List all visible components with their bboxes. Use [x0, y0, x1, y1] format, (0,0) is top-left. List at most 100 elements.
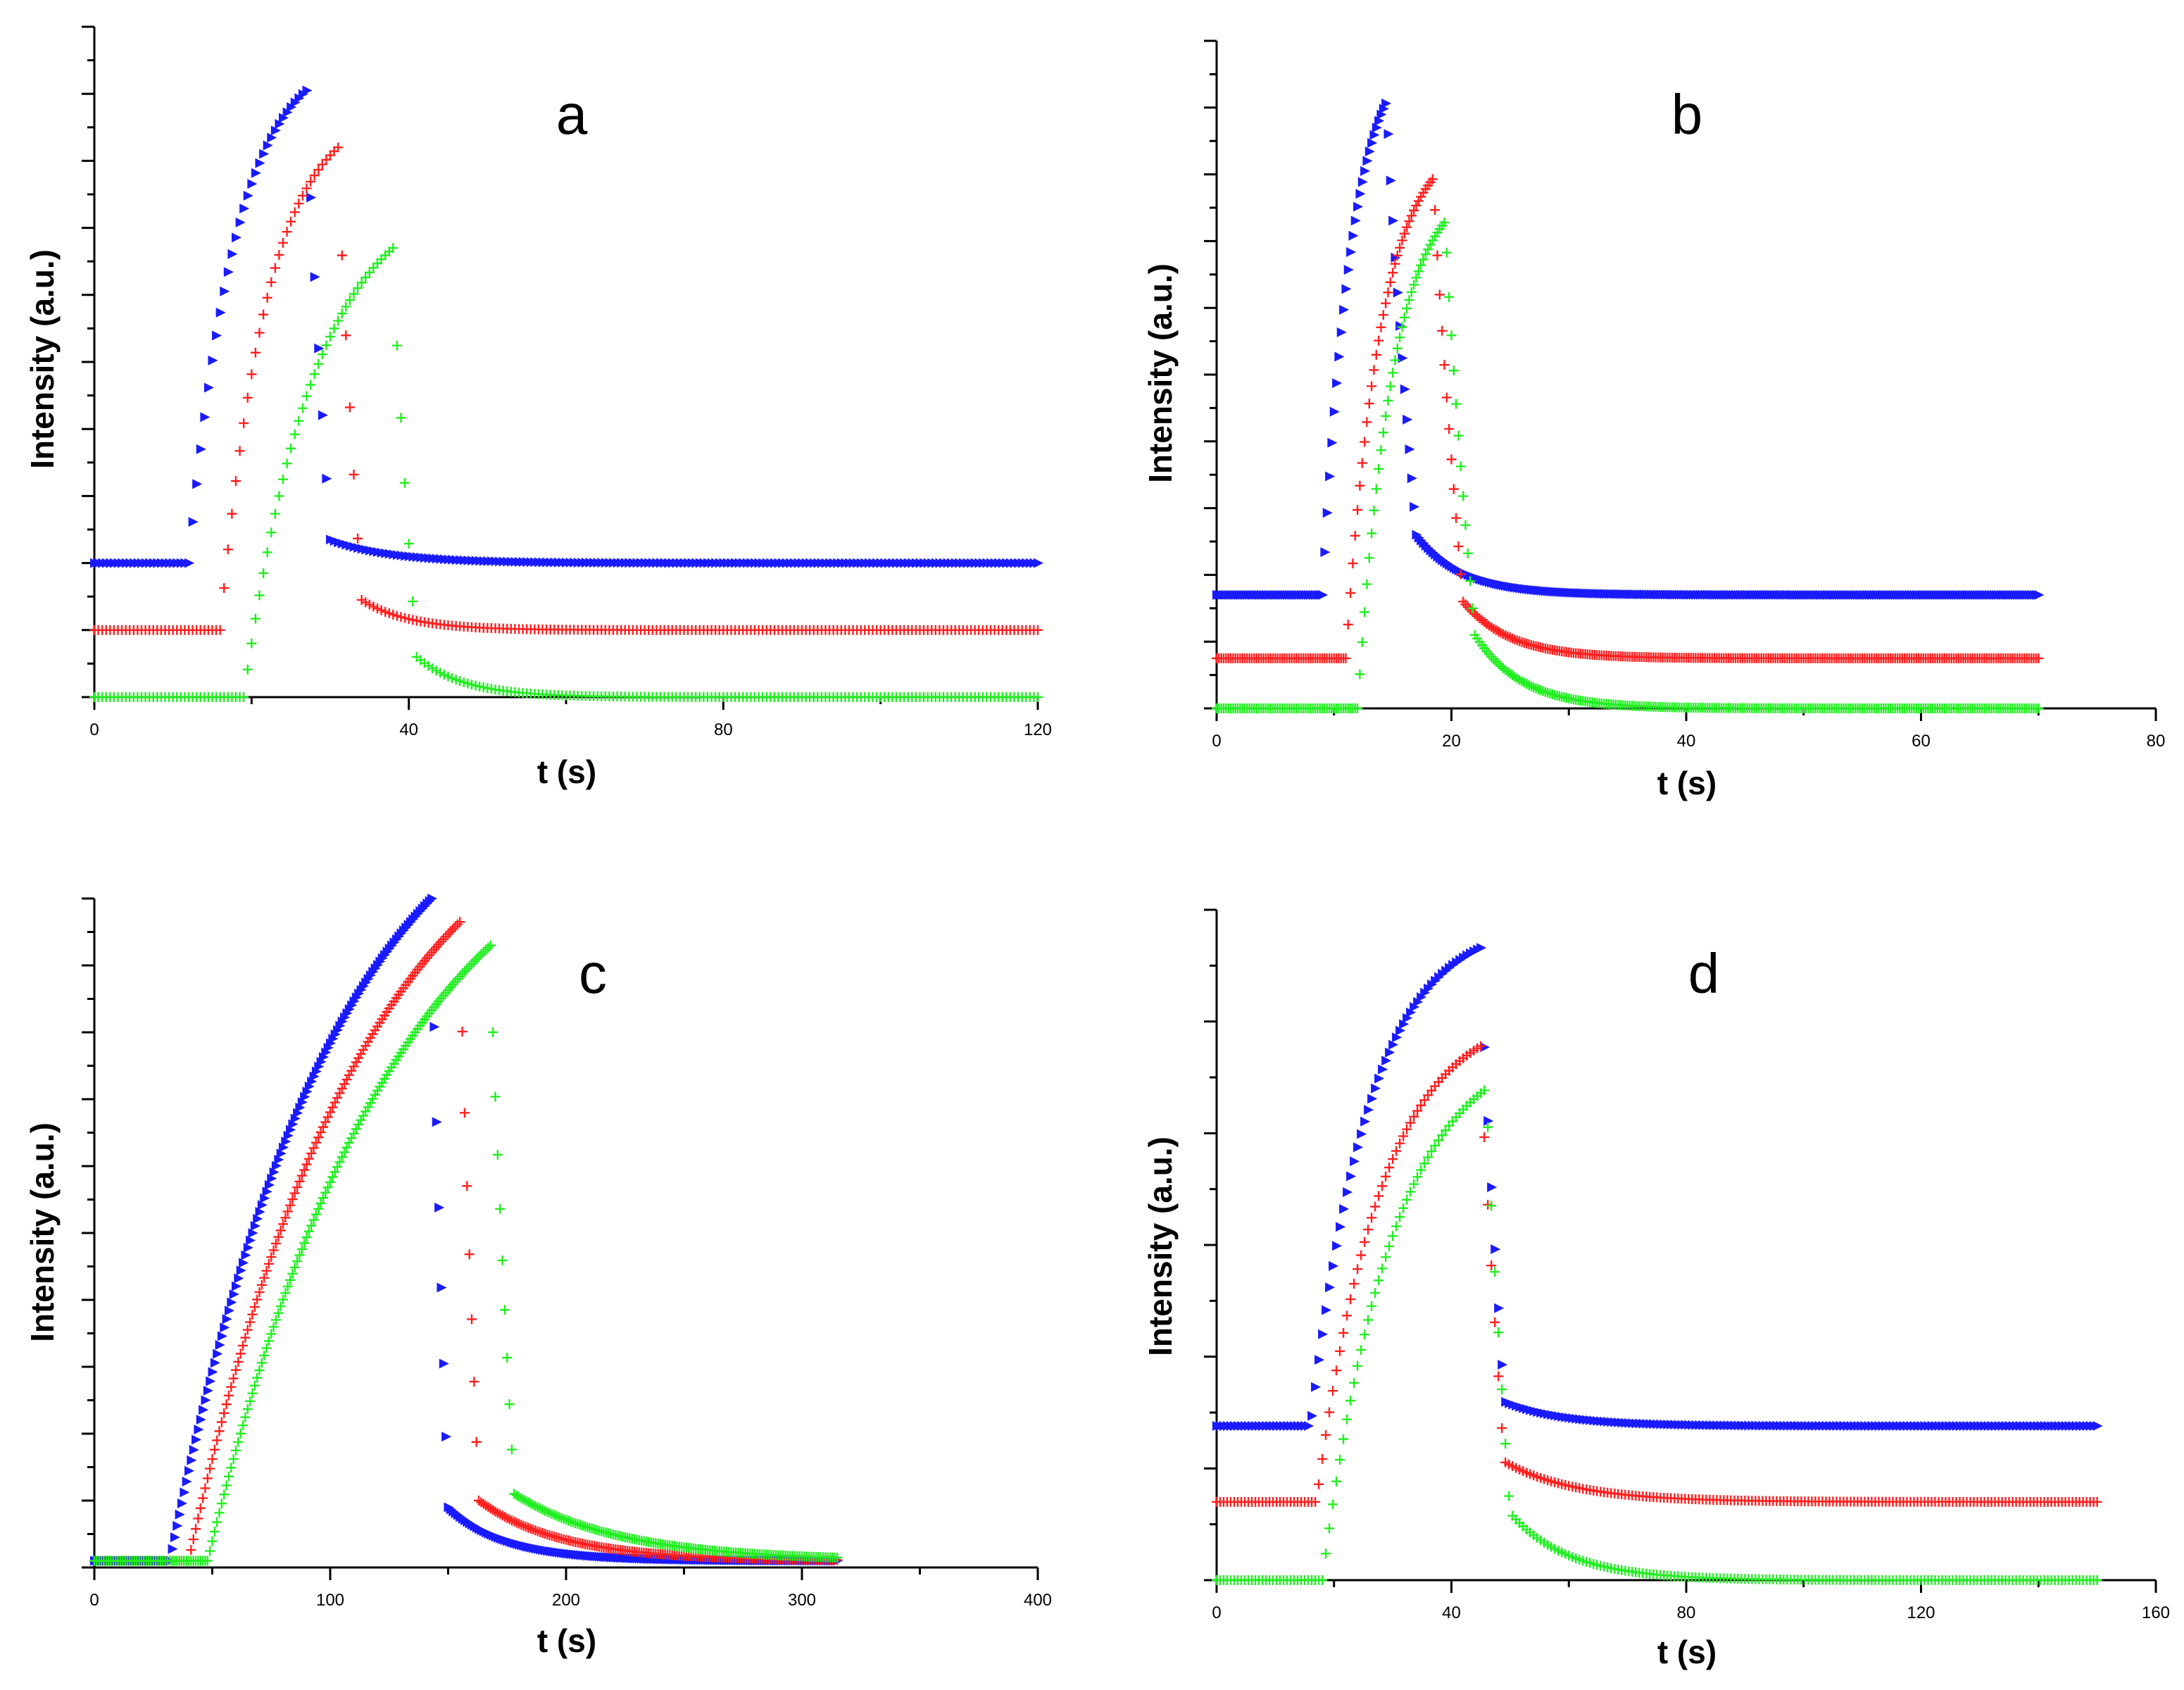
panel-c-series-red	[89, 917, 843, 1566]
panel-a-point-red	[231, 476, 241, 487]
panel-b-point-green	[1446, 330, 1457, 341]
panel-a-point-red	[306, 176, 316, 187]
panel-c-point-red	[221, 1399, 232, 1410]
panel-a-series-green	[89, 243, 1043, 702]
panel-b: b t (s) Intensity (a.u.) 0 20 40 60 80	[1142, 39, 2165, 801]
panel-d-point-blue	[1350, 1156, 1360, 1167]
panel-a-x-tick-label: 40	[399, 720, 418, 739]
panel-a-point-red	[246, 369, 257, 380]
panel-b-point-green	[1378, 427, 1388, 438]
panel-d-point-green	[1321, 1548, 1331, 1559]
panel-c-point-red	[238, 1340, 249, 1351]
panel-c-point-green	[278, 1294, 288, 1305]
panel-c-point-blue	[439, 1358, 449, 1369]
panel-a-point-blue	[314, 343, 325, 353]
panel-d-point-green	[1412, 1172, 1423, 1182]
panel-c-point-red	[294, 1176, 305, 1187]
panel-d-point-blue	[1410, 1002, 1420, 1013]
panel-a-letter: a	[556, 83, 588, 146]
panel-c-point-red	[327, 1102, 338, 1113]
panel-d-point-blue	[1307, 1410, 1318, 1421]
panel-d-point-blue	[1402, 1013, 1413, 1023]
panel-d-point-red	[1360, 1237, 1370, 1247]
panel-d-point-red	[1486, 1260, 1497, 1271]
panel-b-series-green	[1212, 218, 2044, 713]
panel-c-point-blue	[189, 1445, 199, 1456]
panel-d-point-red	[1310, 1496, 1321, 1507]
panel-d-point-blue	[1385, 1047, 1395, 1058]
panel-c-point-green	[202, 1556, 213, 1566]
panel-b-point-blue	[1398, 353, 1408, 363]
panel-c-point-red	[214, 1426, 225, 1436]
panel-b-point-red	[1390, 258, 1400, 269]
panel-a-data-points	[89, 85, 1043, 702]
panel-b-point-blue	[1395, 320, 1406, 331]
panel-d-point-blue	[1332, 1241, 1343, 1251]
panel-c-point-green	[532, 1502, 543, 1513]
panel-d-point-red	[1416, 1100, 1426, 1110]
panel-b-point-green	[1353, 703, 1363, 713]
panel-a-point-blue	[282, 107, 293, 118]
panel-b-point-blue	[1367, 137, 1378, 148]
panel-d-point-red	[1356, 1250, 1367, 1260]
panel-a-point-green	[396, 413, 406, 423]
panel-c-point-blue	[177, 1498, 187, 1508]
panel-b-point-green	[1367, 528, 1377, 539]
panel-d-point-red	[1384, 1163, 1395, 1173]
panel-b-point-red	[1495, 627, 1506, 638]
panel-a-point-green	[262, 547, 272, 558]
panel-c-point-green	[346, 1133, 357, 1144]
panel-a-point-red	[242, 392, 253, 403]
panel-b-point-green	[1521, 679, 1532, 689]
panel-c-point-green	[563, 1515, 574, 1526]
panel-c-point-green	[469, 956, 479, 967]
panel-d-point-green	[1405, 1187, 1416, 1197]
panel-d-point-red	[1395, 1138, 1405, 1148]
panel-c-point-red	[313, 1132, 324, 1143]
panel-a-point-red	[337, 250, 347, 261]
panel-d-point-red	[1405, 1118, 1416, 1128]
panel-c-point-green	[245, 1396, 256, 1406]
panel-a-x-axis-title: t (s)	[537, 753, 596, 790]
panel-c-point-blue	[208, 1367, 218, 1377]
panel-a-point-green	[294, 415, 304, 426]
panel-c-y-axis-title: Intensity (a.u.)	[24, 1122, 61, 1342]
panel-a-point-blue	[318, 410, 328, 420]
panel-b-point-green	[1371, 484, 1381, 494]
panel-d-point-green	[1349, 1377, 1360, 1388]
panel-c-point-red	[188, 1534, 199, 1545]
panel-d-point-blue	[1346, 1171, 1357, 1182]
panel-a-point-green	[286, 443, 296, 453]
panel-b-point-red	[1512, 635, 1522, 646]
panel-a-point-red	[258, 309, 269, 320]
panel-d-x-tick-label: 160	[2142, 1603, 2170, 1622]
panel-a-point-blue	[192, 479, 203, 489]
panel-a-point-green	[344, 295, 355, 306]
panel-a-point-red	[294, 199, 304, 209]
panel-b-point-green	[1388, 368, 1398, 378]
panel-a-point-red	[286, 216, 296, 227]
panel-b-point-green	[1465, 576, 1476, 587]
panel-c-series-blue	[90, 894, 843, 1566]
panel-a-point-red	[297, 190, 308, 201]
panel-d: d t (s) Intensity (a.u.) 0 40 80 120 160	[1142, 908, 2170, 1670]
panel-b-point-green	[1533, 684, 1543, 694]
panel-b-point-green	[1451, 399, 1462, 409]
panel-b-point-red	[1505, 632, 1515, 643]
panel-d-point-red	[1476, 1041, 1486, 1051]
panel-c-point-green	[556, 1513, 567, 1523]
panel-a-point-red	[219, 583, 230, 594]
panel-d-point-red	[1317, 1453, 1328, 1464]
panel-c-point-red	[254, 1287, 265, 1298]
panel-a-series-red	[89, 142, 1043, 635]
panel-c-point-red	[457, 1026, 467, 1037]
panel-b-point-blue	[1334, 351, 1345, 362]
panel-a-point-blue	[270, 125, 281, 136]
panel-c-point-green	[490, 1091, 501, 1102]
panel-c-point-green	[358, 1110, 368, 1121]
panel-d-point-green	[1353, 1360, 1363, 1371]
panel-a-point-red	[270, 263, 280, 273]
panel-d-x-tick-label: 120	[1907, 1603, 1935, 1622]
panel-c-point-red	[502, 1513, 513, 1523]
panel-b-point-green	[1395, 332, 1405, 343]
